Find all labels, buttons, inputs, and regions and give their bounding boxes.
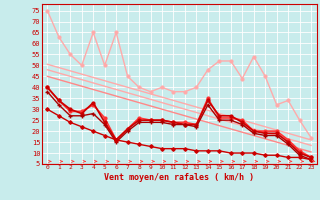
X-axis label: Vent moyen/en rafales ( km/h ): Vent moyen/en rafales ( km/h ) xyxy=(104,173,254,182)
